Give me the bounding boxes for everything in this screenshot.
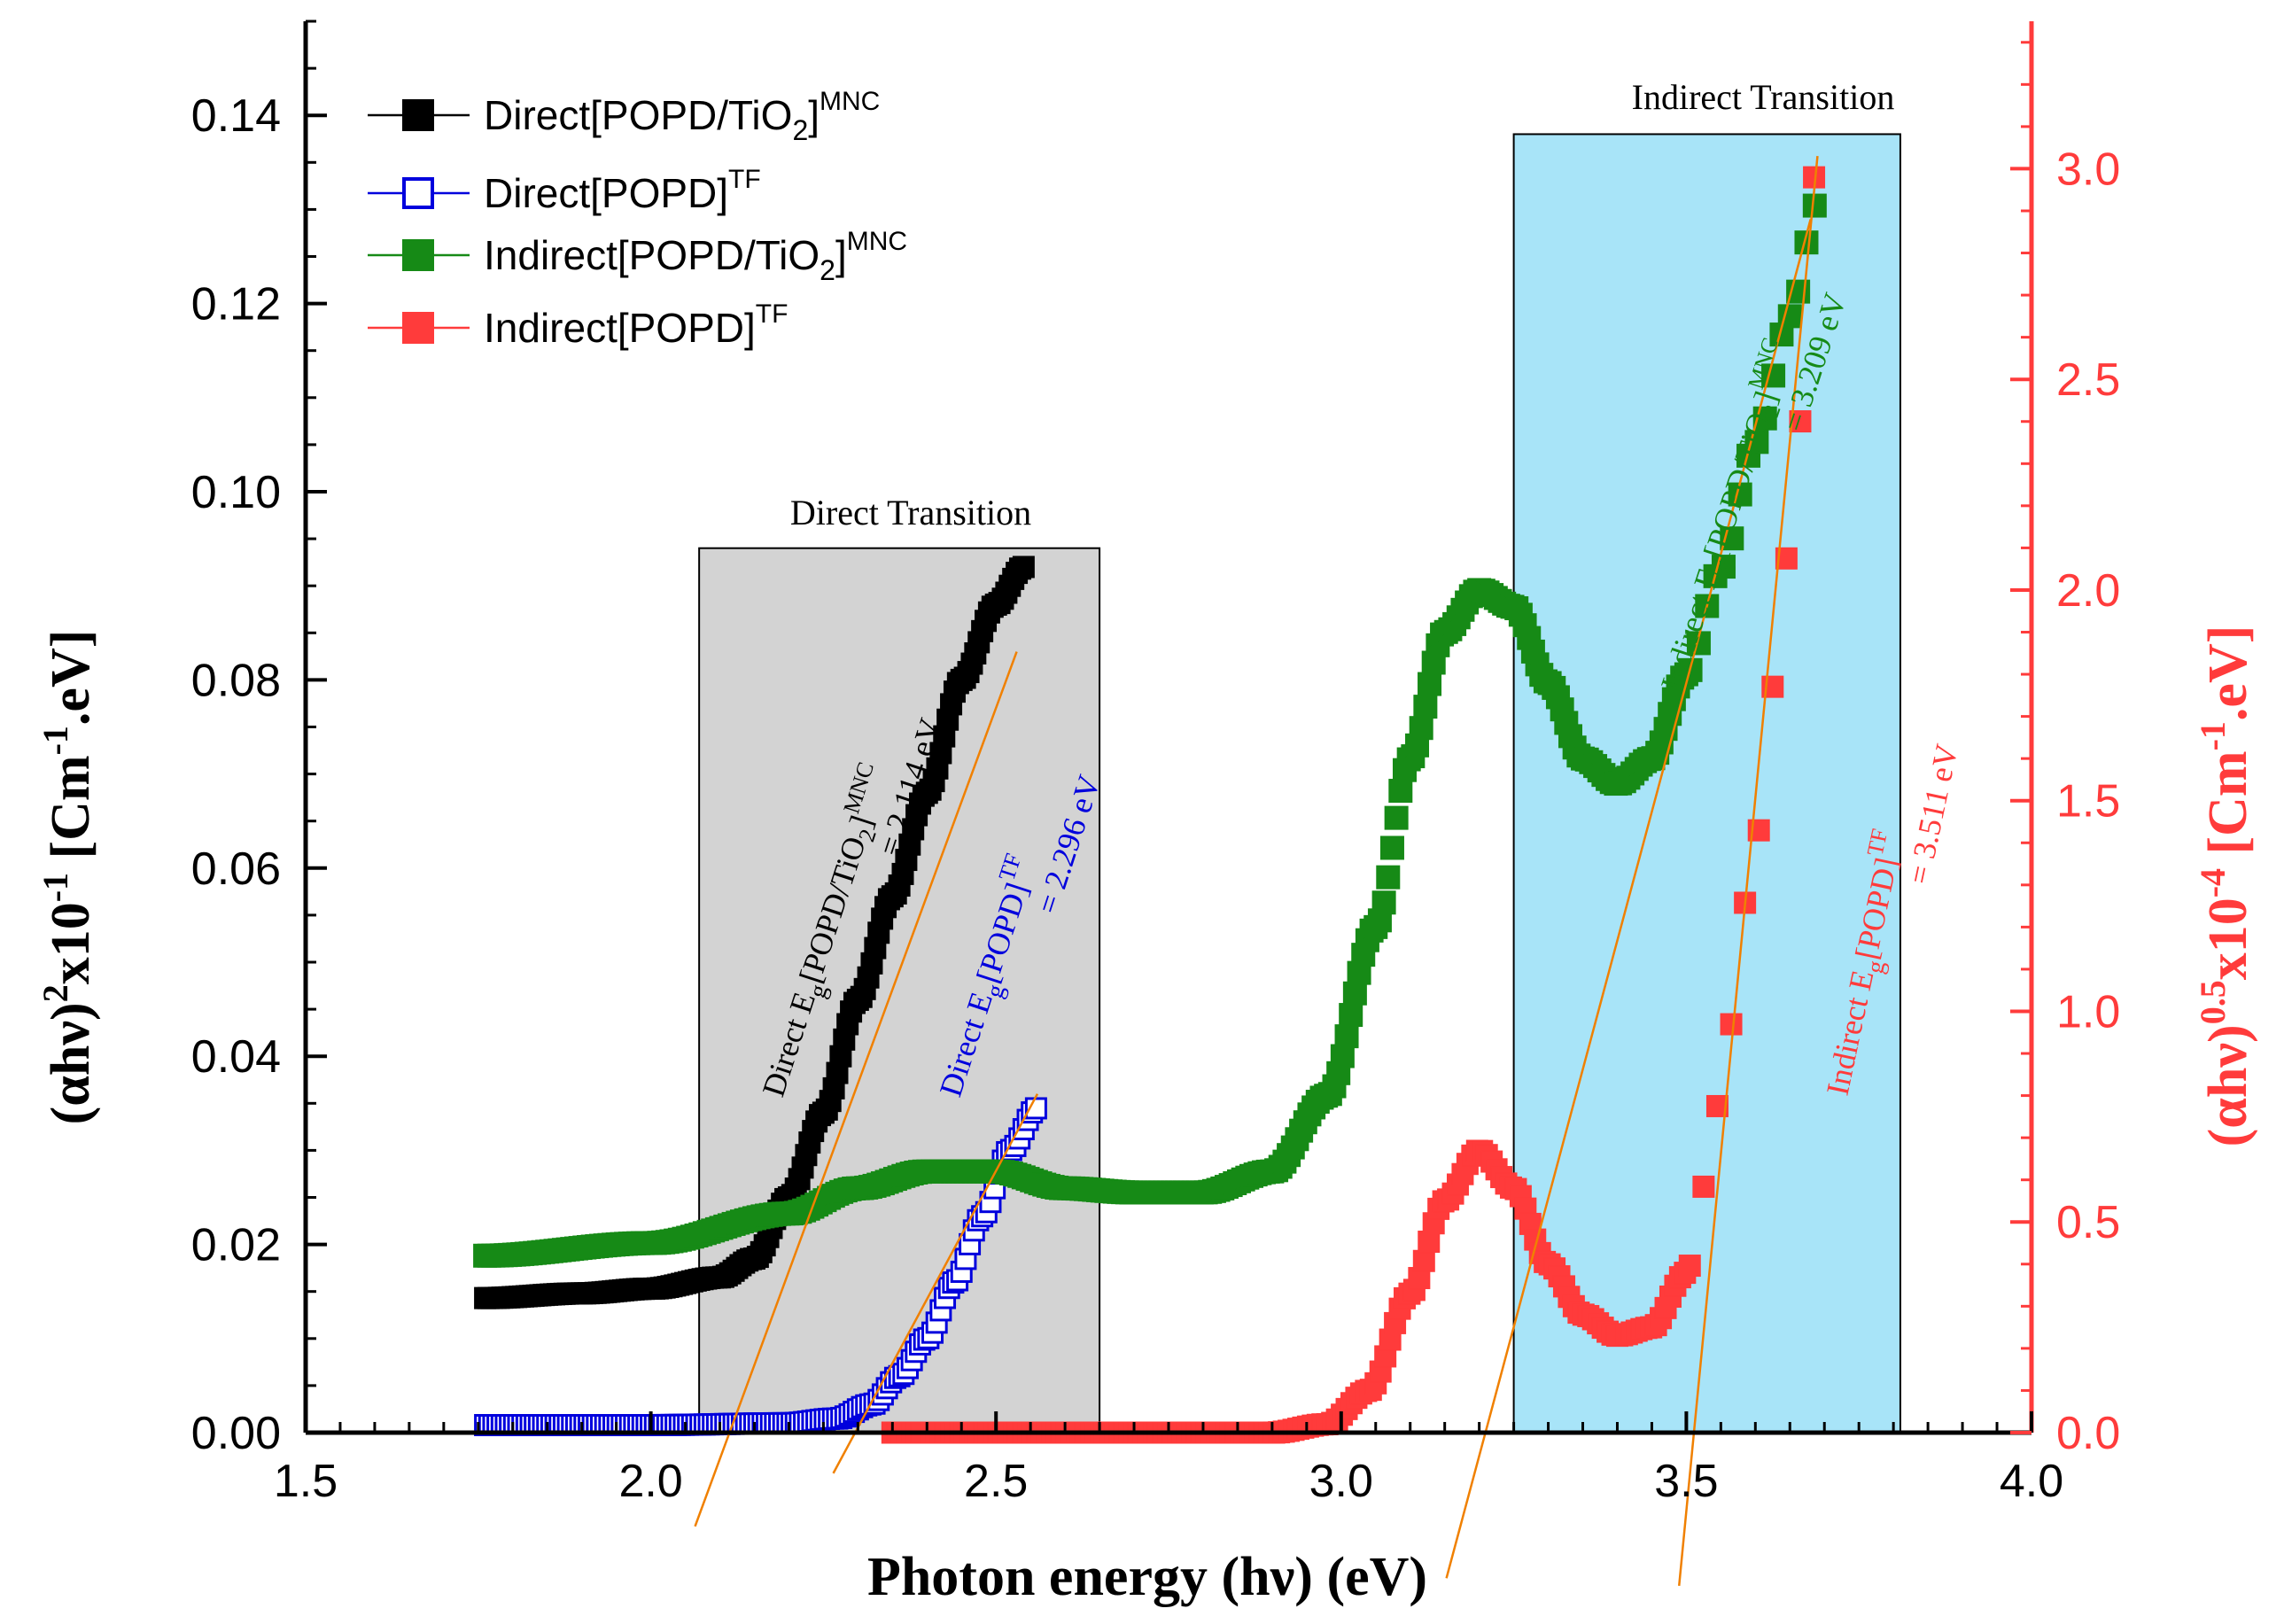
- legend-label: Indirect[POPD/TiO2]MNC: [484, 227, 907, 286]
- marker-indirect-mnc: [1330, 1044, 1355, 1068]
- regions-layer: [698, 133, 1901, 1434]
- series-indirect-tf: [881, 166, 1826, 1444]
- y-left-tick-label: 0.00: [191, 1408, 281, 1459]
- direct-tf-fit: [832, 1093, 1039, 1474]
- legend-label: Indirect[POPD]TF: [484, 299, 788, 351]
- y-left-tick-label: 0.04: [191, 1031, 281, 1083]
- fit-lines-layer: [694, 156, 1819, 1587]
- legend-item: Indirect[POPD]TF: [368, 299, 788, 351]
- marker-indirect-tf: [1720, 1013, 1743, 1036]
- series-direct-tf: [474, 1097, 1047, 1437]
- y-right-tick-label: 0.0: [2056, 1408, 2120, 1459]
- marker-indirect-mnc: [1339, 1003, 1363, 1028]
- y-right-tick-label: 1.5: [2056, 776, 2120, 828]
- x-axis-title: Photon energy (hν) (eV): [867, 1547, 1427, 1607]
- legend: Direct[POPD/TiO2]MNC Direct[POPD]TF Indire…: [368, 87, 907, 351]
- marker-indirect-mnc: [1371, 890, 1396, 915]
- marker-indirect-tf: [1692, 1175, 1715, 1198]
- indirect-transition-region: [1512, 133, 1901, 1434]
- y-right-tick-label: 3.0: [2056, 144, 2120, 195]
- svg-text:(αhν)0.5x10-4 [Cm-1.eV]: (αhν)0.5x10-4 [Cm-1.eV]: [2193, 626, 2258, 1147]
- marker-indirect-mnc: [1409, 716, 1433, 741]
- marker-indirect-tf: [1678, 1255, 1701, 1278]
- marker-indirect-mnc: [1376, 865, 1401, 890]
- indirect-transition-label: Indirect Transition: [1632, 77, 1895, 117]
- y-right-tick-label: 1.0: [2056, 986, 2120, 1037]
- y-right-tick-label: 2.0: [2056, 565, 2120, 617]
- marker-indirect-mnc: [1334, 1024, 1359, 1049]
- y-left-tick-label: 0.12: [191, 279, 281, 330]
- y-left-tick-label: 0.02: [191, 1220, 281, 1271]
- x-tick-label: 2.5: [964, 1456, 1028, 1507]
- marker-indirect-mnc: [1413, 695, 1438, 719]
- y-left-tick-label: 0.10: [191, 467, 281, 518]
- legend-marker: [402, 177, 434, 209]
- marker-indirect-mnc: [1379, 835, 1404, 860]
- legend-label: Direct[POPD]TF: [484, 165, 761, 216]
- legend-marker: [402, 312, 434, 344]
- marker-indirect-mnc: [1728, 482, 1752, 507]
- y-left-axis-title: (αhν)2x10-1 [Cm-1.eV]: [35, 630, 101, 1125]
- axes-layer: 1.5 2.0 2.5 3.0 3.5 4.0 0.00 0.02 0.04 0.06 0.08 0.…: [191, 19, 2120, 1507]
- direct-transition-region: [698, 547, 1101, 1434]
- x-tick-label: 3.5: [1654, 1456, 1718, 1507]
- series-indirect-mnc: [473, 193, 1827, 1268]
- y-left-tick-label: 0.08: [191, 655, 281, 706]
- marker-direct-mnc: [1012, 556, 1035, 579]
- legend-marker: [402, 99, 434, 131]
- x-tick-label: 1.5: [274, 1456, 338, 1507]
- marker-indirect-mnc: [1418, 672, 1442, 696]
- y-right-tick-label: 0.5: [2056, 1197, 2120, 1248]
- svg-text:(αhν)2x10-1 [Cm-1.eV]: (αhν)2x10-1 [Cm-1.eV]: [35, 630, 101, 1125]
- marker-indirect-mnc: [1384, 805, 1409, 830]
- marker-indirect-tf: [1412, 1249, 1435, 1272]
- indirect-tf-fit: [1677, 156, 1819, 1587]
- legend-item: Direct[POPD]TF: [368, 165, 761, 216]
- series-direct-mnc: [474, 556, 1035, 1309]
- marker-indirect-mnc: [1342, 981, 1367, 1006]
- direct-transition-label: Direct Transition: [790, 493, 1031, 532]
- y-right-tick-label: 2.5: [2056, 354, 2120, 406]
- x-tick-label: 3.0: [1309, 1456, 1373, 1507]
- marker-indirect-mnc: [1388, 779, 1413, 804]
- legend-item: Direct[POPD/TiO2]MNC: [368, 87, 880, 146]
- indirect-mnc-fit: [1445, 219, 1812, 1579]
- marker-indirect-tf: [1418, 1231, 1441, 1254]
- x-tick-label: 4.0: [2000, 1456, 2063, 1507]
- series-layer: [473, 166, 1827, 1444]
- legend-marker: [402, 239, 434, 271]
- x-tick-label: 2.0: [618, 1456, 682, 1507]
- y-left-tick-label: 0.14: [191, 90, 281, 142]
- legend-item: Indirect[POPD/TiO2]MNC: [368, 227, 907, 286]
- marker-indirect-mnc: [1802, 193, 1827, 218]
- y-right-axis-title: (αhν)0.5x10-4 [Cm-1.eV]: [2193, 626, 2258, 1147]
- y-left-tick-label: 0.06: [191, 843, 281, 895]
- direct-mnc-fit: [694, 651, 1018, 1527]
- legend-label: Direct[POPD/TiO2]MNC: [484, 87, 880, 146]
